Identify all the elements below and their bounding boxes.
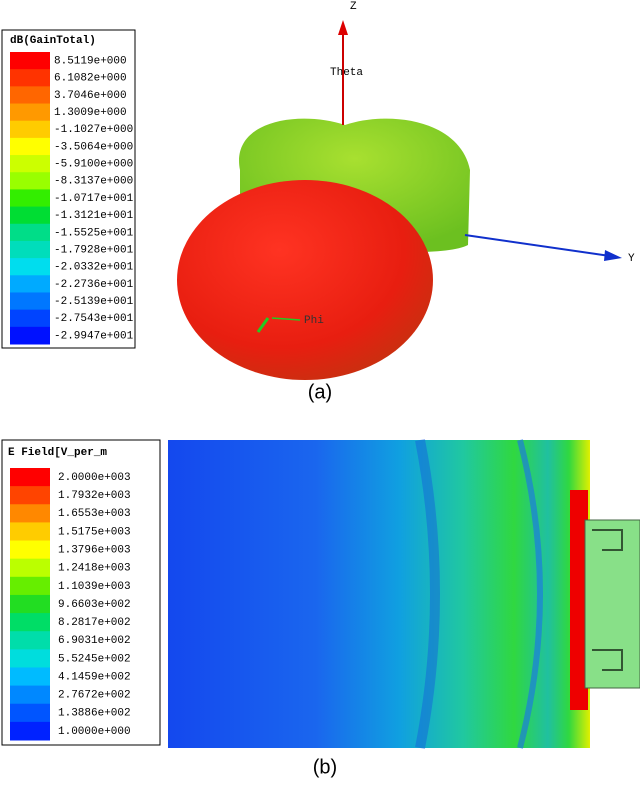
axis-label: Phi — [304, 315, 324, 327]
legend-swatch — [10, 292, 50, 311]
legend-label: -1.0717e+001 — [54, 193, 134, 205]
legend-label: -2.9947e+001 — [54, 330, 134, 342]
legend-label: 5.5245e+002 — [58, 653, 131, 665]
legend-swatch — [10, 558, 50, 578]
legend-label: -1.5525e+001 — [54, 227, 134, 239]
legend-swatch — [10, 86, 50, 105]
axis-label: Z — [350, 1, 357, 13]
legend-swatch — [10, 240, 50, 259]
legend-label: 1.7932e+003 — [58, 490, 131, 502]
legend-label: -2.0332e+001 — [54, 262, 134, 274]
legend-label: 1.6553e+003 — [58, 508, 131, 520]
legend-swatch — [10, 649, 50, 668]
legend-label: -1.7928e+001 — [54, 244, 134, 256]
legend-label: 8.5119e+000 — [54, 55, 127, 67]
legend-label: 9.6603e+002 — [58, 599, 131, 611]
legend-label: -1.3121e+001 — [54, 210, 134, 222]
legend-swatch — [10, 52, 50, 70]
legend-swatch — [10, 206, 50, 225]
legend-label: 1.3009e+000 — [54, 107, 127, 119]
legend-swatch — [10, 172, 50, 190]
legend-swatch — [10, 486, 50, 505]
legend: 2.0000e+003 1.7932e+003 1.6553e+003 1.5175e… — [10, 468, 131, 741]
field-band — [517, 439, 543, 749]
caption: (b) — [313, 756, 337, 778]
legend-label: 4.1459e+002 — [58, 671, 131, 683]
legend-label: 2.7672e+002 — [58, 690, 131, 702]
legend-swatch — [10, 69, 50, 87]
pcb-trace — [592, 529, 623, 671]
legend-swatch — [10, 468, 50, 487]
legend-label: -2.2736e+001 — [54, 279, 134, 291]
legend-label: 1.3796e+003 — [58, 545, 131, 557]
legend-label: 6.1082e+000 — [54, 73, 127, 85]
legend-swatch — [10, 504, 50, 523]
legend-label: 2.0000e+003 — [58, 472, 131, 484]
y-arrow — [604, 250, 622, 261]
legend-swatch — [10, 258, 50, 276]
legend-swatch — [10, 275, 50, 293]
legend-swatch — [10, 631, 50, 650]
legend-label: 1.3886e+002 — [58, 708, 131, 720]
pcb — [584, 519, 640, 689]
legend: 8.5119e+000 6.1082e+000 3.7046e+000 1.3009e… — [10, 52, 134, 345]
phi-arrow — [271, 317, 301, 321]
legend-title: dB(GainTotal) — [10, 35, 96, 47]
legend-title: E Field[V_per_m — [8, 447, 107, 459]
legend-swatch — [10, 721, 50, 741]
legend-swatch — [10, 309, 50, 328]
legend-swatch — [10, 667, 50, 687]
legend-label: -2.7543e+001 — [54, 313, 134, 325]
legend-swatch — [10, 522, 50, 542]
z-arrow — [338, 20, 348, 35]
legend-label: 1.2418e+003 — [58, 563, 131, 575]
legend-label: -2.5139e+001 — [54, 296, 134, 308]
legend-label: -1.1027e+000 — [54, 124, 133, 136]
legend-swatch — [10, 540, 50, 560]
legend-swatch — [10, 576, 50, 596]
phi-marker — [256, 317, 270, 333]
legend-swatch — [10, 613, 50, 632]
axis-label: Theta — [330, 67, 363, 79]
legend-label: 1.0000e+000 — [58, 726, 131, 738]
legend-swatch — [10, 326, 50, 345]
legend-label: 8.2817e+002 — [58, 617, 131, 629]
field-band — [415, 439, 440, 749]
main-lobe — [177, 180, 433, 380]
legend-label: -3.5064e+000 — [54, 141, 133, 153]
legend-swatch — [10, 223, 50, 242]
legend-label: 6.9031e+002 — [58, 635, 131, 647]
legend-label: -8.3137e+000 — [54, 176, 133, 188]
legend-swatch — [10, 103, 50, 122]
legend-swatch — [10, 155, 50, 173]
legend-swatch — [10, 120, 50, 139]
legend-label: 1.5175e+003 — [58, 526, 131, 538]
legend-swatch — [10, 189, 50, 208]
caption: (a) — [308, 381, 332, 403]
y-axis — [464, 234, 611, 257]
legend-label: -5.9100e+000 — [54, 159, 133, 171]
legend-swatch — [10, 594, 50, 614]
legend-swatch — [10, 137, 50, 156]
legend-swatch — [10, 685, 50, 705]
field-hotspot — [570, 490, 588, 710]
legend-label: 1.1039e+003 — [58, 581, 131, 593]
legend-swatch — [10, 703, 50, 723]
axis-label: Y — [628, 253, 635, 265]
legend-label: 3.7046e+000 — [54, 90, 127, 102]
field-plot — [168, 440, 590, 748]
